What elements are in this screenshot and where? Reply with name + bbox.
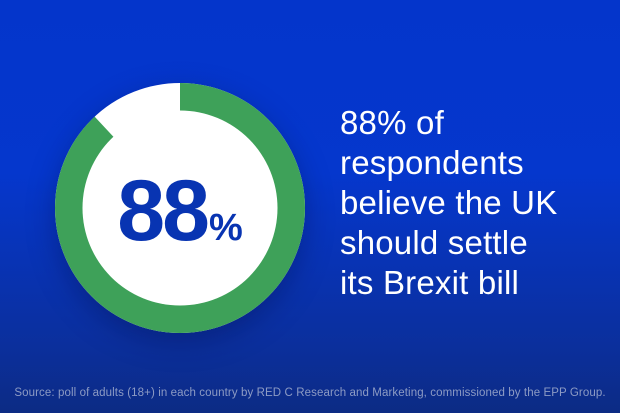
- headline-line: 88% of: [340, 104, 444, 141]
- headline-line: its Brexit bill: [340, 264, 520, 301]
- donut-chart: 88 %: [55, 83, 305, 333]
- percent-sign: %: [208, 207, 243, 249]
- headline-line: should settle: [340, 224, 528, 261]
- donut-ring: [55, 83, 305, 333]
- donut-value: 88: [117, 163, 210, 259]
- donut-chart-svg: [55, 83, 305, 333]
- source-attribution: Source: poll of adults (18+) in each cou…: [14, 387, 606, 399]
- headline-line: believe the UK: [340, 184, 558, 221]
- headline-line: respondents: [340, 144, 524, 181]
- donut-hole-fill: [82, 110, 278, 306]
- donut-center-label: 88 %: [83, 114, 277, 308]
- headline-text: 88% of respondents believe the UK should…: [340, 103, 585, 303]
